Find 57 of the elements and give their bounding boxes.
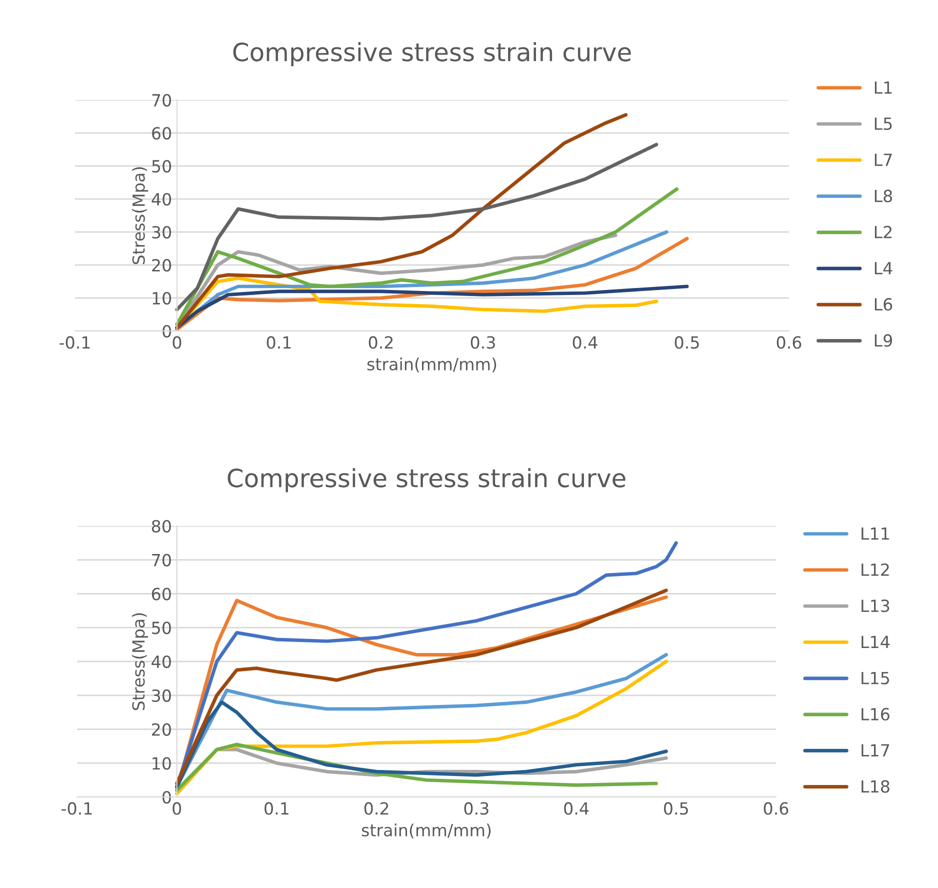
y-tick-label: 60 [152, 588, 171, 600]
y-tick-label: 40 [152, 192, 172, 206]
y-tick-label: 60 [152, 126, 172, 140]
chart-title: Compressive stress strain curve [233, 42, 631, 66]
legend-label: L1 [874, 81, 892, 94]
x-tick-label: 0.4 [572, 336, 598, 349]
legend-label: L16 [862, 708, 890, 721]
line-series [175, 113, 628, 330]
legend-label: L7 [874, 154, 892, 166]
y-tick-label: 50 [152, 160, 172, 173]
x-tick-label: 0.6 [764, 802, 788, 815]
y-tick-label: 80 [152, 520, 171, 533]
y-tick-label: 70 [152, 554, 171, 566]
y-tick-label: 20 [152, 258, 172, 272]
x-tick-label: 0.3 [470, 336, 495, 349]
line-series [175, 187, 679, 326]
y-tick-label: 10 [152, 757, 171, 770]
legend-label: L17 [862, 744, 890, 756]
y-tick-label: 40 [152, 655, 171, 668]
x-tick-label: 0.1 [266, 336, 291, 349]
x-axis-title: strain(mm/mm) [362, 824, 491, 838]
legend-label: L15 [862, 672, 890, 684]
x-tick-label: 0.5 [664, 802, 688, 815]
y-axis-title: Stress(Mpa) [132, 613, 148, 710]
legend-label: L2 [874, 226, 892, 238]
chart-title: Compressive stress strain curve [228, 468, 626, 492]
x-tick-label: 0 [172, 336, 182, 349]
legend-label: L13 [862, 600, 890, 612]
x-tick-label: -0.1 [62, 802, 92, 815]
y-axis-title: Stress(Mpa) [132, 167, 148, 264]
legend-label: L5 [874, 118, 892, 130]
x-tick-label: 0.2 [364, 802, 388, 815]
x-tick-label: 0 [172, 802, 182, 815]
x-tick-label: -0.1 [60, 336, 90, 349]
y-tick-label: 10 [152, 292, 172, 305]
y-tick-label: 20 [152, 723, 171, 736]
x-axis-title: strain(mm/mm) [367, 358, 496, 372]
y-tick-label: 50 [152, 622, 171, 634]
legend-label: L4 [874, 262, 892, 274]
y-tick-label: 70 [152, 94, 172, 107]
legend-label: L18 [862, 780, 890, 793]
line-series [175, 700, 668, 789]
legend-label: L8 [874, 190, 892, 202]
x-tick-label: 0.4 [564, 802, 589, 815]
x-tick-label: 0.2 [368, 336, 393, 349]
x-tick-label: 0.1 [264, 802, 288, 815]
legend-label: L12 [862, 563, 889, 576]
x-tick-label: 0.3 [464, 802, 488, 815]
legend-label: L14 [862, 636, 890, 648]
legend-label: L6 [874, 298, 892, 311]
x-tick-label: 0.5 [674, 336, 699, 349]
line-series [175, 142, 658, 312]
legend-label: L9 [874, 334, 892, 347]
legend-label: L11 [862, 527, 889, 540]
y-tick-label: 30 [152, 226, 172, 239]
x-tick-label: 0.6 [776, 336, 802, 349]
y-tick-label: 30 [152, 689, 171, 702]
